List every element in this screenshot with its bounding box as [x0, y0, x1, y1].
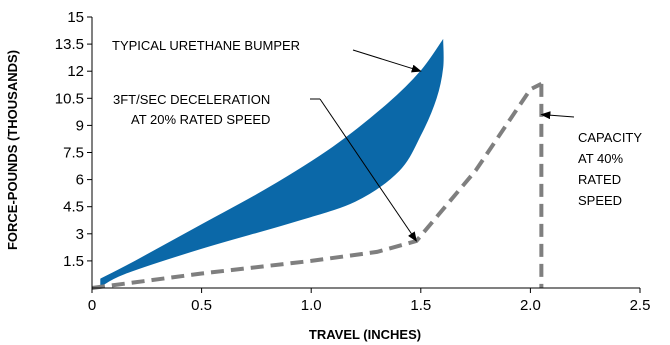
x-tick-label: 0.5 [191, 297, 212, 314]
y-tick-label: 12 [67, 63, 84, 80]
annotation-capacity-line-2: AT 40% [578, 151, 623, 166]
annotation-bumper-text: TYPICAL URETHANE BUMPER [112, 38, 300, 53]
annotation-deceleration-arrow [319, 98, 417, 242]
x-axis-label: TRAVEL (INCHES) [309, 327, 421, 342]
annotation-bumper-arrow [352, 49, 422, 73]
annotation-capacity: CAPACITY AT 40% RATED SPEED [540, 111, 642, 208]
annotation-bumper-bg [108, 36, 356, 54]
annotation-deceleration-line-2: AT 20% RATED SPEED [131, 112, 270, 127]
y-tick-label: 13.5 [55, 36, 84, 53]
x-tick-label: 1.5 [410, 297, 431, 314]
deceleration-dashed-line [91, 82, 543, 290]
series-layer [91, 38, 544, 290]
x-tick-label: 0 [88, 297, 96, 314]
annotation-deceleration-line-1: 3FT/SEC DECELERATION [113, 92, 270, 107]
y-tick-label: 3 [76, 226, 84, 243]
x-tick-label: 2.5 [630, 297, 651, 314]
y-tick-label: 9 [76, 117, 84, 134]
annotation-capacity-arrow [540, 111, 575, 120]
urethane-bumper-region [100, 38, 444, 288]
annotation-deceleration-bg [108, 90, 330, 130]
x-tick-label: 2.0 [520, 297, 541, 314]
y-axis-label: FORCE-POUNDS (THOUSANDS) [5, 50, 20, 250]
y-tick-label: 4.5 [63, 199, 84, 216]
annotation-capacity-line-1: CAPACITY [578, 130, 642, 145]
annotation-capacity-line-3: RATED [578, 172, 621, 187]
y-tick-label: 1.5 [63, 253, 84, 270]
annotation-bumper: TYPICAL URETHANE BUMPER [108, 36, 422, 73]
annotation-capacity-line-4: SPEED [578, 193, 622, 208]
ticks-layer: 1.5 3 4.5 6 7.5 9 10.5 12 13.5 15 0 0.5 1.0 1.5 2.0 2.5 [55, 9, 651, 314]
y-tick-label: 7.5 [63, 145, 84, 162]
annotation-deceleration: 3FT/SEC DECELERATION AT 20% RATED SPEED [108, 90, 417, 242]
y-tick-label: 6 [76, 172, 84, 189]
x-tick-label: 1.0 [301, 297, 322, 314]
y-tick-label: 15 [67, 9, 84, 26]
y-tick-label: 10.5 [55, 90, 84, 107]
